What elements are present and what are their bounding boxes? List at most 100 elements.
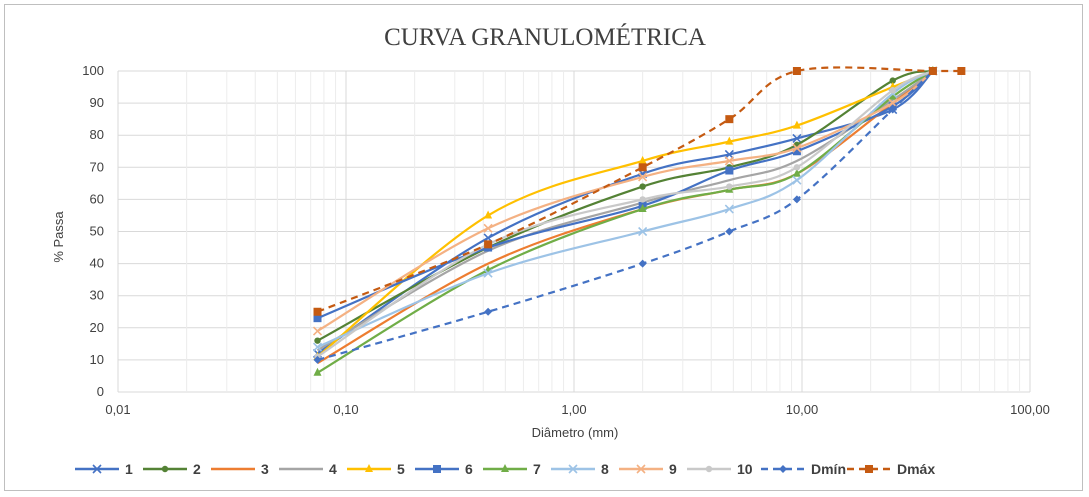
series-2 <box>314 67 937 344</box>
series-line <box>316 69 934 358</box>
series-1 <box>312 66 938 359</box>
data-point <box>312 342 323 352</box>
data-point <box>638 172 648 182</box>
legend-marker <box>865 465 873 473</box>
data-point <box>639 196 646 203</box>
series-line <box>316 70 934 355</box>
data-point <box>638 204 647 213</box>
series-line <box>316 70 934 365</box>
data-point <box>792 175 802 185</box>
legend-marker <box>636 464 646 474</box>
data-point <box>725 115 734 124</box>
legend-item: 9 <box>619 461 677 477</box>
data-point <box>792 67 801 75</box>
data-point <box>312 326 323 336</box>
data-point <box>793 164 801 171</box>
legend-label: 9 <box>669 461 677 477</box>
y-tick-label: 100 <box>82 63 104 78</box>
data-point <box>792 143 802 153</box>
series-line <box>316 70 934 332</box>
legend-label: 5 <box>397 461 405 477</box>
data-point <box>484 240 493 249</box>
y-tick-label: 90 <box>90 95 104 110</box>
legend-label: 3 <box>261 461 269 477</box>
y-tick-label: 0 <box>97 384 104 399</box>
legend-marker <box>161 465 169 473</box>
x-tick-label: 10,00 <box>786 402 819 417</box>
data-point <box>889 77 896 84</box>
x-tick-label: 0,10 <box>333 402 358 417</box>
y-axis-label: % Passa <box>51 211 66 263</box>
legend-label: Dmín <box>811 461 846 477</box>
grid-lines <box>117 70 1031 393</box>
data-point <box>726 183 733 190</box>
legend-marker <box>365 464 373 472</box>
data-point <box>638 155 647 164</box>
data-point <box>792 147 801 156</box>
series-Dmáx <box>313 66 966 316</box>
data-point <box>792 133 802 143</box>
legend-label: 10 <box>737 461 753 477</box>
y-tick-label: 10 <box>90 352 104 367</box>
legend-label: 6 <box>465 461 473 477</box>
data-point <box>639 183 646 190</box>
y-tick-label: 50 <box>90 224 104 239</box>
legend-item: 6 <box>415 461 473 477</box>
data-point <box>725 227 734 236</box>
legend-label: 4 <box>329 461 337 477</box>
legend-marker <box>705 465 713 473</box>
y-tick-label: 60 <box>90 191 104 206</box>
y-tick-label: 20 <box>90 320 104 335</box>
data-point <box>484 210 493 219</box>
series-7 <box>313 66 937 376</box>
legend-marker <box>501 464 509 472</box>
legend-item: 1 <box>75 461 133 477</box>
legend-label: 7 <box>533 461 541 477</box>
data-point <box>725 136 734 145</box>
data-point <box>638 163 647 172</box>
y-tick-label: 70 <box>90 159 104 174</box>
axis-ticks: 0 10 20 30 40 50 60 70 80 90 100 0,01 0,10 1,00 10,00 1… <box>82 63 1050 417</box>
data-point <box>638 259 647 268</box>
data-point <box>888 91 897 100</box>
series-line <box>316 69 934 358</box>
y-tick-label: 40 <box>90 256 104 271</box>
data-point <box>313 307 322 316</box>
data-point <box>638 226 648 237</box>
data-point <box>889 87 896 94</box>
legend-item: 5 <box>347 461 405 477</box>
series-line <box>317 70 934 349</box>
legend-item: 10 <box>687 461 753 477</box>
x-tick-label: 0,01 <box>105 402 130 417</box>
legend-marker <box>568 464 578 474</box>
data-point <box>957 67 966 75</box>
x-tick-label: 1,00 <box>561 402 586 417</box>
series-6 <box>313 67 937 323</box>
legend-item: 4 <box>279 461 337 477</box>
x-tick-label: 100,00 <box>1010 402 1050 417</box>
data-point <box>484 307 493 316</box>
legend-marker <box>779 465 787 473</box>
series-line <box>316 69 934 342</box>
series-line <box>317 70 934 320</box>
data-point <box>725 166 734 175</box>
y-tick-label: 30 <box>90 288 104 303</box>
series-lines <box>312 66 966 376</box>
data-point <box>313 367 322 376</box>
legend-item: Dmáx <box>847 461 935 477</box>
data-point <box>792 168 801 177</box>
legend-label: 1 <box>125 461 133 477</box>
legend-marker <box>433 465 441 473</box>
legend-item: 2 <box>143 461 201 477</box>
legend-item: 8 <box>551 461 609 477</box>
chart-title: CURVA GRANULOMÉTRICA <box>384 23 706 51</box>
legend-marker <box>92 464 102 474</box>
chart-frame: CURVA GRANULOMÉTRICA 0 10 20 30 40 50 60 70 80 90… <box>4 4 1083 491</box>
legend-label: 8 <box>601 461 609 477</box>
data-point <box>792 120 801 129</box>
series-3 <box>316 70 934 365</box>
series-line <box>316 70 934 374</box>
legend-item: 7 <box>483 461 541 477</box>
data-point <box>313 314 322 323</box>
data-point <box>483 268 493 278</box>
